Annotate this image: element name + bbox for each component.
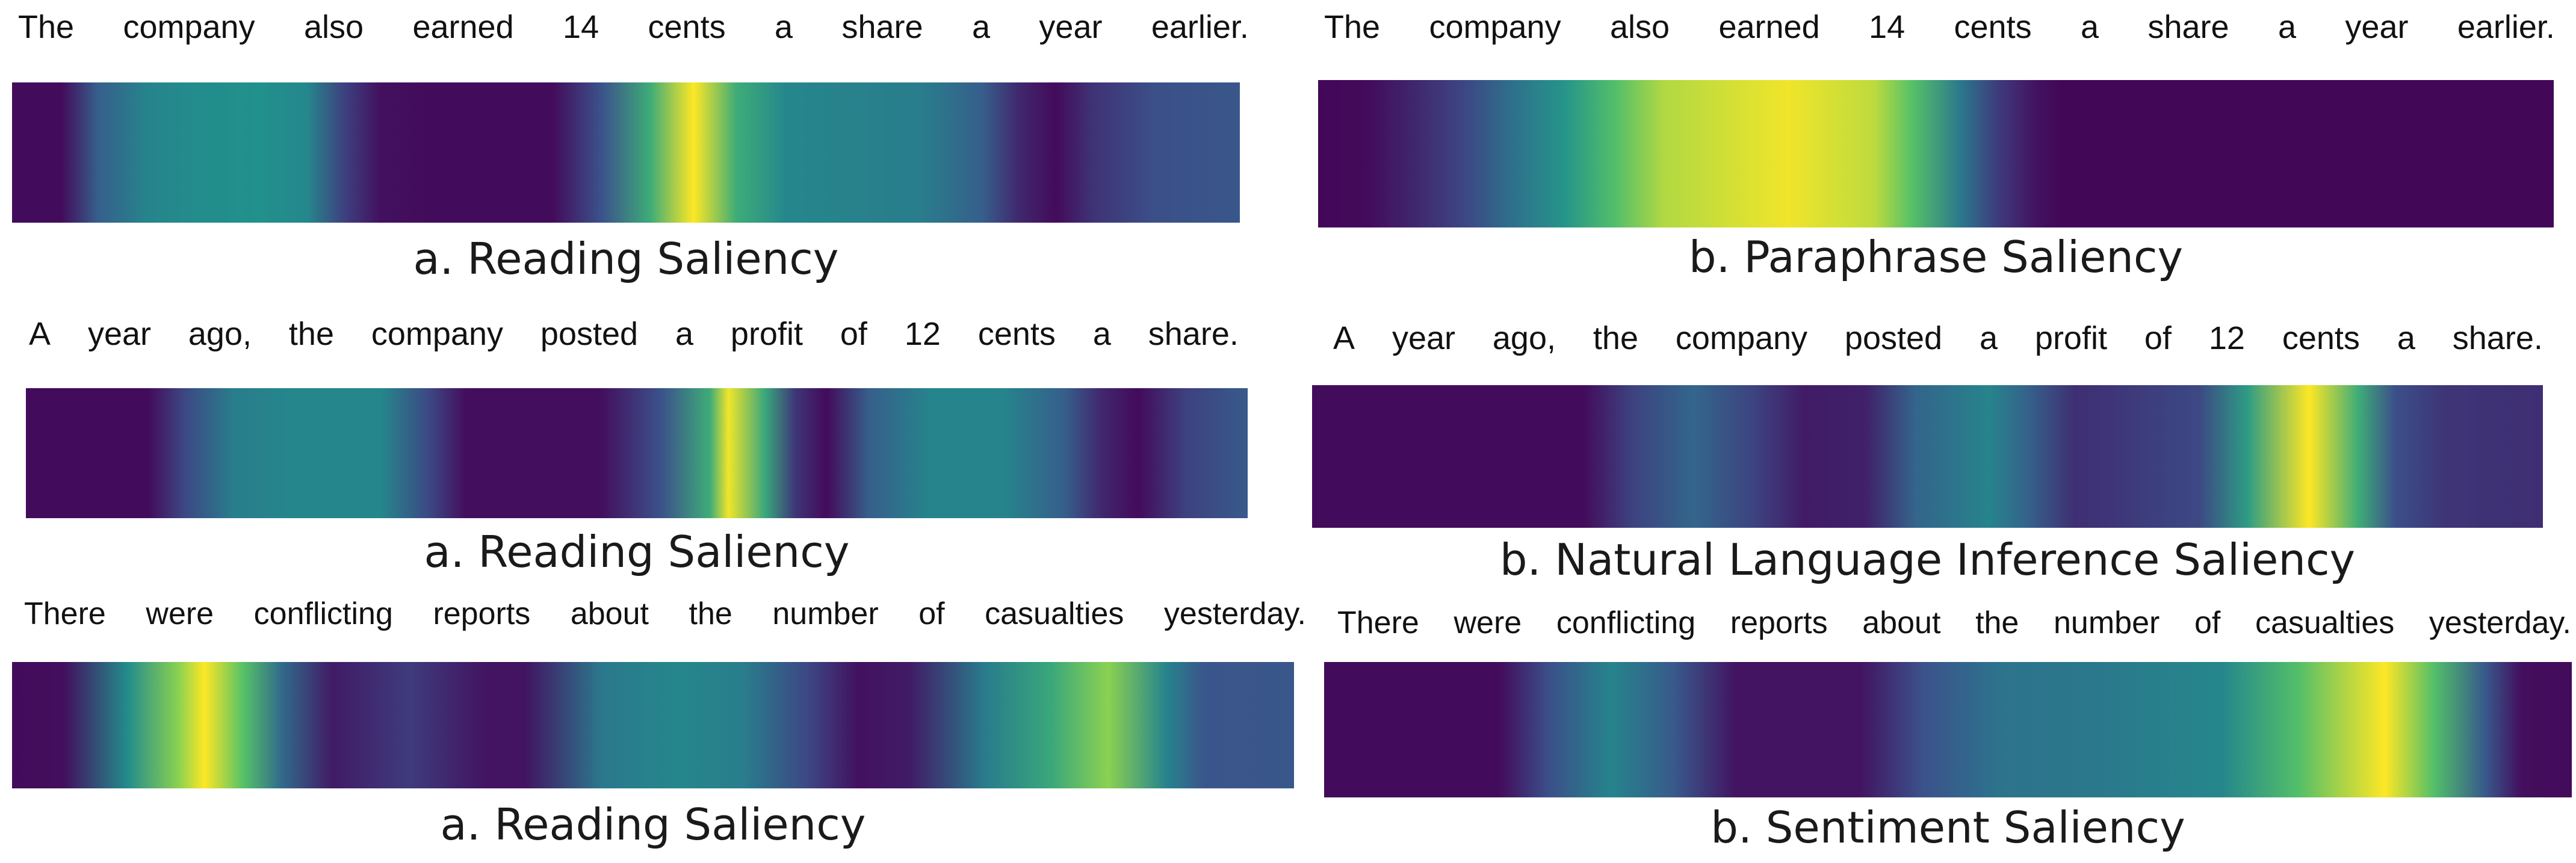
sentence-word: share. xyxy=(1148,316,1239,352)
saliency-bar-sentiment xyxy=(1324,662,2572,797)
sentence-word: year xyxy=(2345,9,2409,45)
sentence-word: A xyxy=(29,316,51,352)
saliency-heatmap-strip xyxy=(12,82,1240,223)
saliency-heatmap-strip xyxy=(1324,662,2572,797)
caption-reading-3: a. Reading Saliency xyxy=(440,799,866,850)
sentence-reading-3: There were conflicting reports about the numbe… xyxy=(24,593,1306,635)
sentence-word: a xyxy=(2277,9,2296,45)
sentence-word: posted xyxy=(1844,320,1943,356)
sentence-word: yesterday. xyxy=(2429,605,2571,640)
sentence-word: share xyxy=(841,9,923,45)
sentence-word: a xyxy=(775,9,793,45)
sentence-word: There xyxy=(24,596,106,631)
sentence-word: 12 xyxy=(904,316,941,352)
saliency-heatmap-strip xyxy=(1318,80,2554,227)
sentence-word: A xyxy=(1333,320,1355,356)
caption-sentiment: b. Sentiment Saliency xyxy=(1711,802,2185,853)
sentence-word: casualties xyxy=(2255,605,2395,640)
sentence-word: 14 xyxy=(563,9,599,45)
sentence-word: year xyxy=(87,316,151,352)
saliency-heatmap-strip xyxy=(12,662,1294,788)
sentence-word: a xyxy=(971,9,990,45)
sentence-word: about xyxy=(570,596,649,631)
saliency-heatmap-strip xyxy=(26,388,1248,518)
sentence-word: company xyxy=(1429,9,1561,45)
sentence-word: the xyxy=(1593,320,1638,356)
sentence-word: reports xyxy=(433,596,531,631)
sentence-word: number xyxy=(2054,605,2160,640)
sentence-sentiment: There were conflicting reports about the numbe… xyxy=(1337,602,2571,644)
sentence-word: about xyxy=(1862,605,1941,640)
sentence-word: number xyxy=(772,596,879,631)
sentence-word: of xyxy=(840,316,867,352)
saliency-heatmap-strip xyxy=(1312,385,2543,528)
sentence-word: the xyxy=(288,316,334,352)
sentence-word: earlier. xyxy=(2457,9,2555,45)
sentence-word: profit xyxy=(2034,320,2107,356)
sentence-word: the xyxy=(1975,605,2019,640)
sentence-word: also xyxy=(304,9,364,45)
sentence-word: company xyxy=(1675,320,1808,356)
sentence-word: a xyxy=(1092,316,1111,352)
caption-nli: b. Natural Language Inference Saliency xyxy=(1499,534,2356,585)
sentence-word: conflicting xyxy=(253,596,393,631)
sentence-word: earned xyxy=(1718,9,1820,45)
sentence-word: a xyxy=(2081,9,2099,45)
saliency-bar-reading-3 xyxy=(12,662,1294,788)
sentence-word: ago, xyxy=(1492,320,1556,356)
sentence-word: share. xyxy=(2452,320,2543,356)
sentence-word: earlier. xyxy=(1151,9,1249,45)
sentence-word: cents xyxy=(648,9,726,45)
sentence-word: posted xyxy=(540,316,639,352)
sentence-word: ago, xyxy=(188,316,252,352)
saliency-bar-reading-1 xyxy=(12,82,1240,223)
sentence-word: were xyxy=(1454,605,1522,640)
sentence-word: company xyxy=(371,316,504,352)
sentence-word: conflicting xyxy=(1556,605,1696,640)
sentence-word: of xyxy=(2194,605,2221,640)
saliency-bar-paraphrase xyxy=(1318,80,2554,227)
sentence-word: year xyxy=(1392,320,1455,356)
sentence-reading-1: The company also earned 14 cents a share a year ea… xyxy=(18,6,1249,48)
caption-reading-2: a. Reading Saliency xyxy=(424,527,850,577)
sentence-word: of xyxy=(2144,320,2172,356)
sentence-word: company xyxy=(123,9,255,45)
sentence-word: profit xyxy=(730,316,803,352)
sentence-word: reports xyxy=(1730,605,1828,640)
saliency-bar-nli xyxy=(1312,385,2543,528)
sentence-word: casualties xyxy=(985,596,1124,631)
sentence-word: 12 xyxy=(2208,320,2245,356)
sentence-paraphrase: The company also earned 14 cents a share a year ea… xyxy=(1324,6,2555,48)
caption-reading-1: a. Reading Saliency xyxy=(413,234,839,284)
sentence-word: The xyxy=(1324,9,1381,45)
sentence-word: cents xyxy=(2282,320,2360,356)
sentence-word: year xyxy=(1039,9,1103,45)
sentence-word: earned xyxy=(412,9,514,45)
sentence-word: 14 xyxy=(1869,9,1906,45)
sentence-word: the xyxy=(689,596,732,631)
sentence-word: cents xyxy=(1954,9,2032,45)
sentence-word: share xyxy=(2147,9,2229,45)
sentence-word: were xyxy=(146,596,214,631)
sentence-word: yesterday. xyxy=(1163,596,1306,631)
sentence-word: cents xyxy=(977,316,1056,352)
sentence-word: There xyxy=(1337,605,1419,640)
caption-paraphrase: b. Paraphrase Saliency xyxy=(1688,232,2184,282)
sentence-word: of xyxy=(918,596,945,631)
sentence-word: a xyxy=(2397,320,2415,356)
sentence-word: a xyxy=(1979,320,1998,356)
sentence-word: The xyxy=(18,9,75,45)
saliency-bar-reading-2 xyxy=(26,388,1248,518)
sentence-word: also xyxy=(1610,9,1670,45)
sentence-word: a xyxy=(675,316,694,352)
